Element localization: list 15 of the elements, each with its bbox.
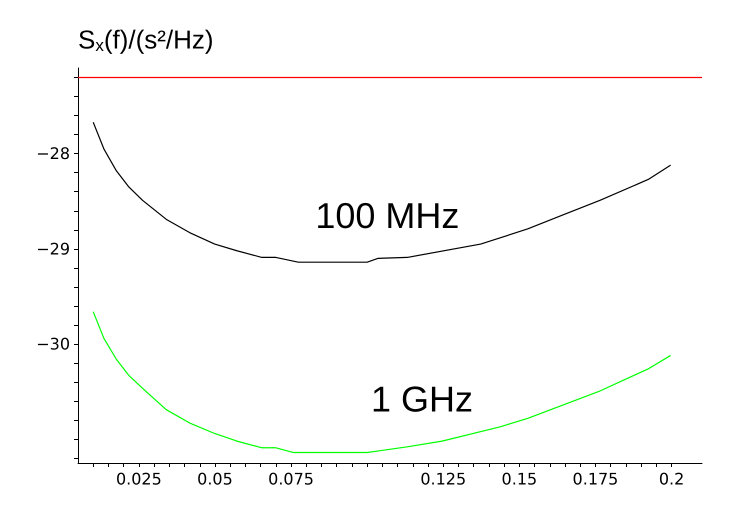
x-tick-label: 0.2 [658,470,684,488]
x-tick-label: 0.175 [572,470,618,488]
x-tick-label: 0.075 [268,470,314,488]
x-tick-label: 0.025 [116,470,162,488]
series-label: 100 MHz [315,194,460,236]
x-tick-label: 0.125 [420,470,466,488]
x-tick-label: 0.05 [197,470,233,488]
y-tick-label: −30 [36,334,70,354]
x-tick-label: 0.15 [502,470,538,488]
y-tick-label: −29 [36,239,70,258]
line-series [92,122,672,263]
series-label: 1 GHz [371,378,474,420]
line-series [92,311,672,454]
y-axis-title: Sx(f)/(s²/Hz) [78,24,214,55]
y-tick-label: −28 [36,144,70,164]
